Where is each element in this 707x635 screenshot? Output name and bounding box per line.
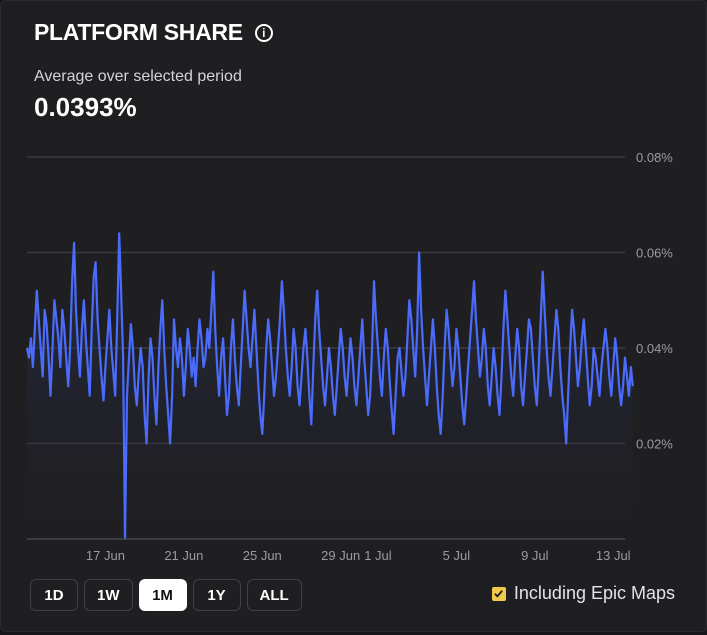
info-icon[interactable]: i	[254, 23, 273, 42]
y-tick-label: 0.04%	[636, 341, 673, 356]
epic-maps-label: Including Epic Maps	[513, 583, 675, 603]
x-tick-label: 9 Jul	[521, 548, 549, 563]
y-tick-label: 0.08%	[636, 150, 673, 165]
x-tick-label: 29 Jun	[321, 548, 360, 563]
x-tick-label: 21 Jun	[164, 548, 203, 563]
x-tick-label: 25 Jun	[243, 548, 282, 563]
title-row: PLATFORM SHARE i	[34, 19, 273, 46]
platform-share-chart: 0.08% 0.06% 0.04% 0.02% 17 Jun 21 Jun 25 Jun 29…	[25, 150, 673, 563]
x-tick-label: 5 Jul	[443, 548, 471, 563]
chart-title: PLATFORM SHARE	[34, 19, 243, 45]
y-tick-label: 0.06%	[636, 246, 673, 261]
range-button-1m[interactable]: 1M	[138, 579, 187, 611]
include-epic-maps-toggle[interactable]: Including Epic Maps	[491, 583, 675, 604]
time-range-selector: 1D 1W 1M 1Y ALL	[30, 579, 302, 611]
range-button-1w[interactable]: 1W	[84, 579, 133, 611]
x-tick-label: 17 Jun	[86, 548, 125, 563]
series-area	[27, 233, 633, 539]
average-label: Average over selected period	[34, 68, 242, 85]
y-tick-label: 0.02%	[636, 437, 673, 452]
checkbox-checked-icon[interactable]	[491, 586, 506, 601]
average-value: 0.0393%	[34, 92, 137, 122]
x-tick-label: 1 Jul	[364, 548, 392, 563]
x-tick-label: 13 Jul	[596, 548, 631, 563]
range-button-1d[interactable]: 1D	[30, 579, 78, 611]
range-button-1y[interactable]: 1Y	[192, 579, 241, 611]
range-button-all[interactable]: ALL	[246, 579, 302, 611]
series-line-platform-share	[25, 232, 634, 541]
